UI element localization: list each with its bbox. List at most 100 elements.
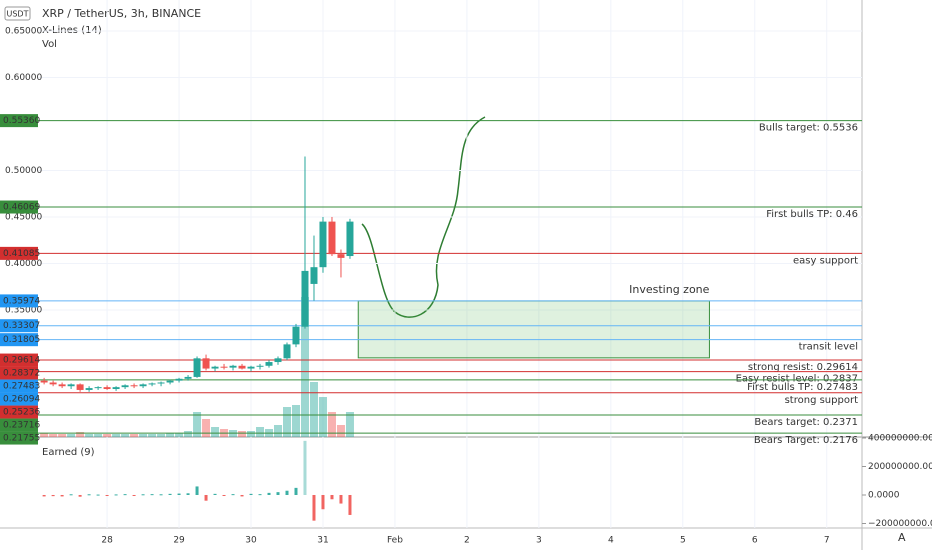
volume-bar — [193, 412, 202, 437]
x-tick-label: 4 — [608, 536, 614, 546]
price-tag — [0, 294, 38, 308]
volume-bar — [67, 434, 76, 437]
earned-bar — [348, 494, 352, 515]
earned-bar — [231, 494, 235, 496]
earned-bar — [159, 494, 163, 496]
earned-bar — [222, 494, 226, 496]
earned-bar — [78, 494, 82, 497]
y-tick-label: 0.35000 — [5, 305, 42, 315]
volume-bar — [112, 434, 121, 437]
x-tick-label: 3 — [536, 536, 542, 546]
price-tag — [0, 405, 38, 419]
candle-body — [76, 384, 84, 390]
earned-bar — [42, 494, 46, 497]
earned-bar — [267, 492, 271, 495]
zone-label: Investing zone — [629, 283, 710, 296]
earned-bar — [186, 493, 190, 495]
earned-bar — [87, 494, 91, 496]
price-tag — [0, 366, 38, 380]
candle-body — [202, 358, 210, 369]
y-tick-label: 0.45000 — [5, 212, 42, 222]
earned-bar — [213, 493, 217, 495]
currency-box[interactable] — [4, 6, 31, 21]
earned-bar — [114, 494, 118, 496]
price-tag — [0, 246, 38, 260]
level-label: First bulls TP: 0.27483 — [747, 382, 858, 393]
earned-bar — [321, 494, 325, 510]
candle-body — [112, 387, 120, 390]
volume-bar — [58, 434, 67, 437]
auto-scale[interactable]: A — [898, 531, 906, 544]
earned-bar — [204, 494, 208, 501]
level-label: Bears target: 0.2371 — [754, 417, 858, 428]
price-tag-label: 0.26094 — [3, 395, 40, 405]
earned-bar — [249, 493, 253, 495]
volume-bar — [274, 425, 283, 437]
candle-body — [184, 376, 192, 379]
candle-body — [319, 221, 327, 268]
candle-body — [49, 382, 57, 385]
price-tag — [0, 353, 38, 367]
candle-body — [211, 366, 219, 369]
earned-bar — [177, 493, 181, 495]
earned-bar — [339, 494, 343, 504]
price-tag-label: 0.31805 — [3, 335, 40, 345]
volume-bar — [139, 434, 148, 437]
earned-bar — [330, 494, 334, 500]
candle-body — [310, 267, 318, 284]
candle-body — [346, 221, 354, 257]
forecast-curve — [361, 116, 486, 318]
price-tag — [0, 418, 38, 432]
x-tick-label: 7 — [824, 536, 830, 546]
candle-body — [247, 366, 255, 369]
price-tag — [0, 379, 38, 393]
earned-bar — [240, 494, 244, 497]
indicator: Vol — [42, 39, 57, 50]
price-tag-label: 0.25236 — [3, 408, 40, 418]
y-tick-label: 0.50000 — [5, 166, 42, 176]
x-tick-label: 2 — [464, 536, 470, 546]
earned-bar — [123, 494, 127, 496]
candle-body — [301, 270, 309, 327]
candle-body — [121, 385, 129, 388]
earned-bar — [312, 494, 316, 521]
pane-title: Earned (9) — [42, 447, 95, 458]
earned-bar — [285, 490, 289, 495]
volume-bar — [211, 427, 220, 437]
volume-bar — [157, 434, 166, 437]
volume-bar — [49, 434, 58, 437]
y-tick-label: 0.40000 — [5, 259, 42, 269]
earned-bar — [276, 492, 280, 495]
candle-body — [193, 358, 201, 377]
price-tag — [0, 114, 38, 128]
volume-bar — [300, 297, 309, 437]
candle-body — [238, 365, 246, 369]
candle-body — [175, 378, 183, 381]
candle-body — [94, 387, 102, 389]
earned-bar — [60, 494, 64, 497]
price-tag-label: 0.33307 — [3, 321, 40, 331]
investing-zone — [357, 300, 710, 359]
price-tag — [0, 319, 38, 333]
candle-body — [328, 221, 336, 255]
level-label: Bulls target: 0.5536 — [759, 123, 858, 134]
candle-body — [139, 384, 147, 387]
x-tick-label: 28 — [101, 536, 113, 546]
volume-bar — [121, 434, 130, 437]
earned-bar — [141, 494, 145, 496]
candle-body — [85, 388, 93, 390]
volume-bar — [40, 433, 49, 437]
earned-bar — [105, 494, 109, 496]
candle-body — [229, 365, 237, 368]
candle-body — [283, 344, 291, 359]
candle-body — [40, 380, 48, 383]
x-tick-label: 29 — [173, 536, 185, 546]
volume-bar — [175, 433, 184, 437]
volume-bar — [148, 434, 157, 437]
price-tag — [0, 333, 38, 347]
volume-bar — [309, 382, 318, 437]
volume-bar — [318, 397, 327, 437]
volume-bar — [327, 412, 336, 437]
candle-body — [274, 358, 282, 363]
earned-bar — [294, 487, 298, 495]
